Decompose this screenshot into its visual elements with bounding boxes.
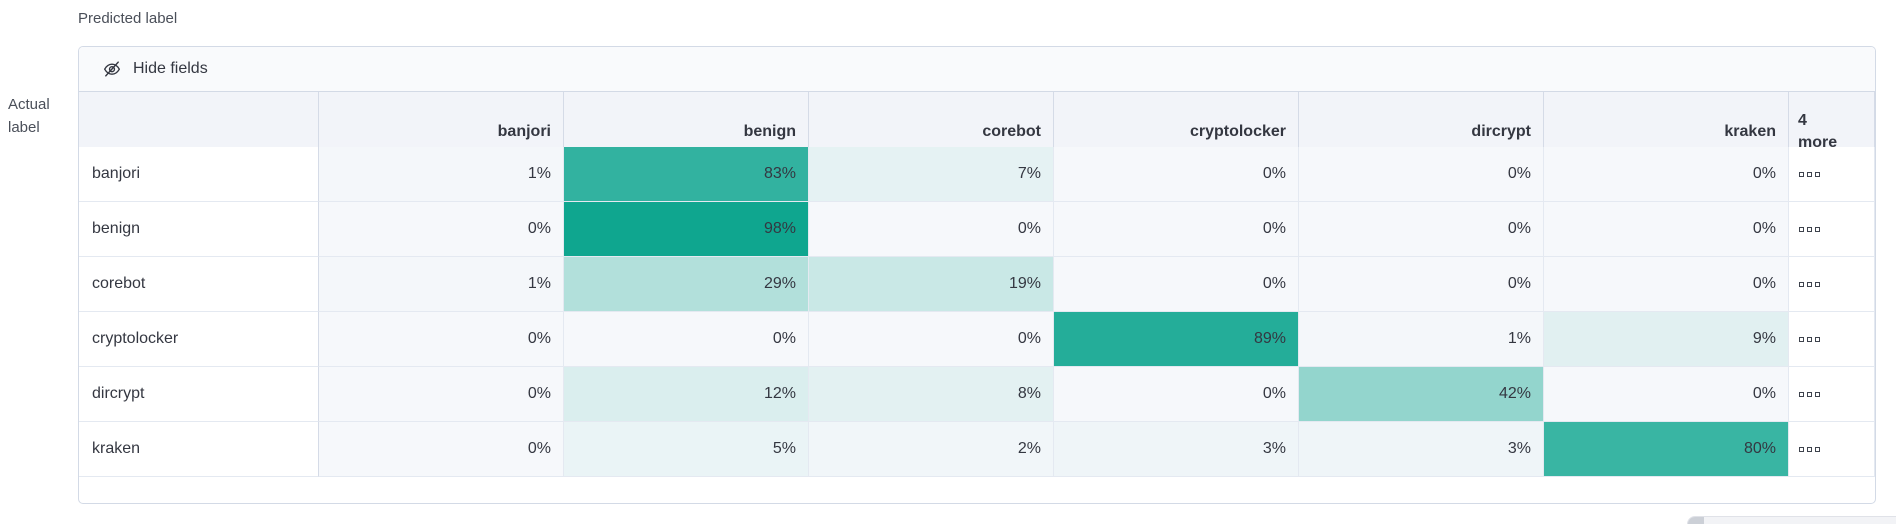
more-columns-cell-dircrypt[interactable] [1789,367,1875,422]
more-columns-cell-kraken[interactable] [1789,422,1875,477]
boxes-horizontal-icon [1799,336,1820,342]
more-columns-cell-cryptolocker[interactable] [1789,312,1875,367]
matrix-cell-kraken-cryptolocker[interactable]: 3% [1054,422,1299,477]
boxes-horizontal-icon [1799,226,1820,232]
boxes-horizontal-icon [1799,171,1820,177]
hide-fields-button[interactable]: Hide fields [79,47,1875,92]
matrix-cell-kraken-dircrypt[interactable]: 3% [1299,422,1544,477]
matrix-cell-benign-dircrypt[interactable]: 0% [1299,202,1544,257]
matrix-cell-dircrypt-benign[interactable]: 12% [564,367,809,422]
matrix-cell-banjori-corebot[interactable]: 7% [809,147,1054,202]
boxes-horizontal-icon [1799,281,1820,287]
matrix-cell-banjori-dircrypt[interactable]: 0% [1299,147,1544,202]
matrix-cell-kraken-banjori[interactable]: 0% [319,422,564,477]
boxes-horizontal-icon [1799,446,1820,452]
boxes-horizontal-icon [1799,391,1820,397]
confusion-matrix-grid: banjori benign corebot cryptolocker dircrypt… [79,92,1875,477]
matrix-cell-dircrypt-dircrypt[interactable]: 42% [1299,367,1544,422]
matrix-cell-benign-benign[interactable]: 98% [564,202,809,257]
matrix-cell-benign-corebot[interactable]: 0% [809,202,1054,257]
matrix-cell-corebot-banjori[interactable]: 1% [319,257,564,312]
predicted-label-axis: Predicted label [78,10,178,27]
more-columns-cell-benign[interactable] [1789,202,1875,257]
more-columns-cell-banjori[interactable] [1789,147,1875,202]
matrix-cell-cryptolocker-cryptolocker[interactable]: 89% [1054,312,1299,367]
matrix-cell-banjori-benign[interactable]: 83% [564,147,809,202]
row-label-cryptolocker[interactable]: cryptolocker [79,312,319,367]
horizontal-scrollbar[interactable] [1687,516,1896,524]
matrix-cell-banjori-banjori[interactable]: 1% [319,147,564,202]
matrix-cell-cryptolocker-corebot[interactable]: 0% [809,312,1054,367]
more-columns-cell-corebot[interactable] [1789,257,1875,312]
matrix-cell-benign-kraken[interactable]: 0% [1544,202,1789,257]
matrix-cell-cryptolocker-dircrypt[interactable]: 1% [1299,312,1544,367]
matrix-cell-corebot-dircrypt[interactable]: 0% [1299,257,1544,312]
actual-label-axis: Actual label [8,96,50,136]
matrix-cell-dircrypt-banjori[interactable]: 0% [319,367,564,422]
eye-closed-icon [101,58,123,80]
matrix-cell-corebot-cryptolocker[interactable]: 0% [1054,257,1299,312]
scrollbar-thumb[interactable] [1688,517,1704,524]
matrix-cell-cryptolocker-benign[interactable]: 0% [564,312,809,367]
matrix-cell-benign-banjori[interactable]: 0% [319,202,564,257]
row-label-benign[interactable]: benign [79,202,319,257]
row-label-corebot[interactable]: corebot [79,257,319,312]
more-columns-count-label: 4 more [1798,112,1838,151]
matrix-cell-kraken-corebot[interactable]: 2% [809,422,1054,477]
matrix-cell-kraken-kraken[interactable]: 80% [1544,422,1789,477]
matrix-cell-dircrypt-cryptolocker[interactable]: 0% [1054,367,1299,422]
hide-fields-label: Hide fields [133,60,208,77]
matrix-cell-corebot-corebot[interactable]: 19% [809,257,1054,312]
row-label-banjori[interactable]: banjori [79,147,319,202]
matrix-cell-dircrypt-kraken[interactable]: 0% [1544,367,1789,422]
matrix-cell-banjori-cryptolocker[interactable]: 0% [1054,147,1299,202]
matrix-cell-dircrypt-corebot[interactable]: 8% [809,367,1054,422]
confusion-matrix-panel: Hide fields banjori benign corebot cryptolo… [78,46,1876,504]
row-label-kraken[interactable]: kraken [79,422,319,477]
matrix-cell-corebot-kraken[interactable]: 0% [1544,257,1789,312]
matrix-cell-corebot-benign[interactable]: 29% [564,257,809,312]
matrix-cell-benign-cryptolocker[interactable]: 0% [1054,202,1299,257]
matrix-cell-banjori-kraken[interactable]: 0% [1544,147,1789,202]
matrix-cell-cryptolocker-kraken[interactable]: 9% [1544,312,1789,367]
row-label-dircrypt[interactable]: dircrypt [79,367,319,422]
matrix-cell-kraken-benign[interactable]: 5% [564,422,809,477]
matrix-cell-cryptolocker-banjori[interactable]: 0% [319,312,564,367]
